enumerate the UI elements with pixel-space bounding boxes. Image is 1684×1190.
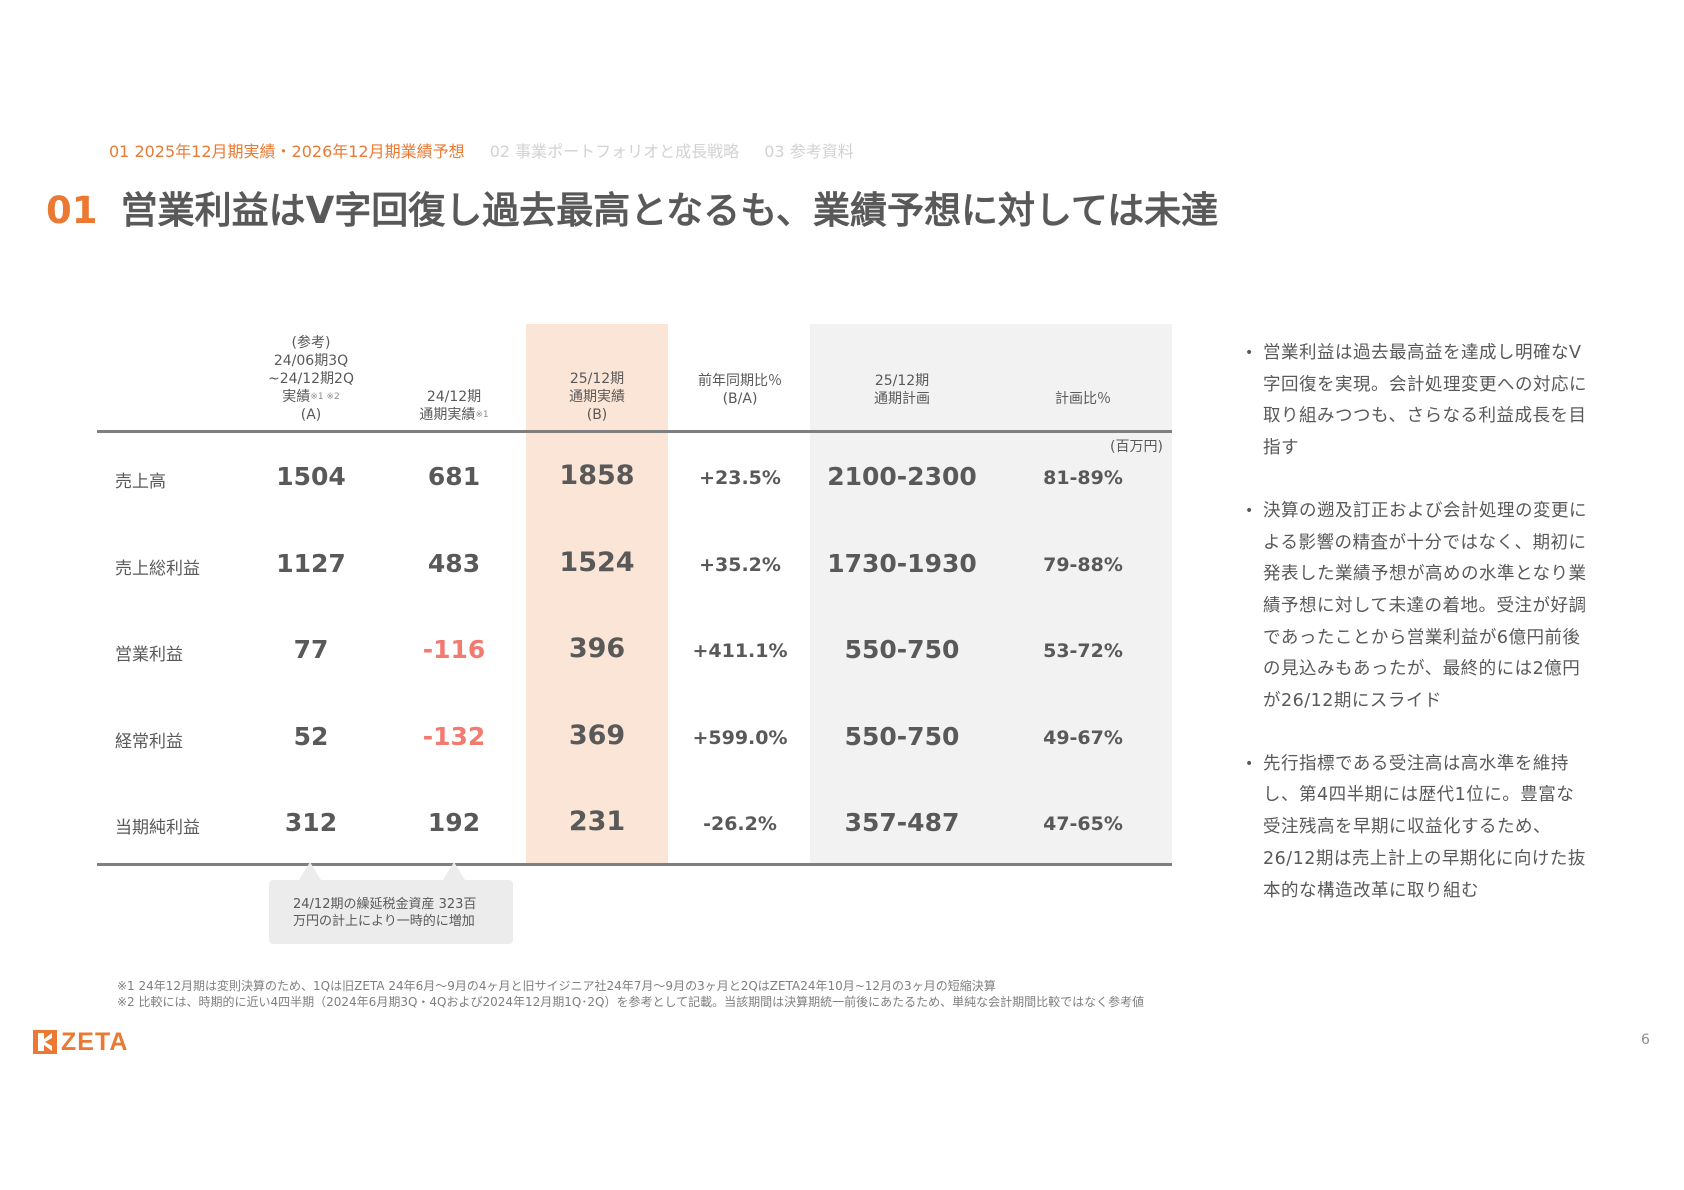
callout-pointer [299,862,321,880]
header-line: (参考) [291,335,331,351]
table-cell-e: 1730-1930 [827,548,977,578]
header-reference-period: (参考) 24/06期3Q ~24/12期2Q 実績※1 ※2 (A) [231,330,391,424]
table-bottom-rule [97,863,1172,866]
header-line: ~24/12期2Q [267,371,354,387]
table-cell-b: 483 [427,548,481,578]
bullet-item: 営業利益は過去最高益を達成し明確なV字回復を実現。会計処理変更への対応に取り組み… [1245,338,1590,465]
header-line: (B) [586,407,608,423]
page-title: 01 営業利益はV字回復し過去最高となるも、業績予想に対しては未達 [46,180,1218,234]
header-line: 24/06期3Q [273,353,349,369]
table-cell-e: 357-487 [844,808,960,837]
breadcrumb-section-3: 03 参考資料 [764,142,854,161]
table-cell-c: 396 [568,633,626,664]
header-line: 計画比％ [1055,391,1111,407]
header-fy-plan: 25/12期 通期計画 [822,330,982,408]
row-label: 売上総利益 [115,558,200,579]
breadcrumb-active-section: 01 2025年12月期実績・2026年12月期業績予想 [109,142,465,161]
title-text: 営業利益はV字回復し過去最高となるも、業績予想に対しては未達 [120,189,1219,232]
table-cell-f: 47-65% [1043,813,1123,835]
row-label: 売上高 [115,472,166,492]
page-number: 6 [1641,1032,1650,1048]
table-cell-f: 53-72% [1043,640,1123,662]
bullet-item: 先行指標である受注高は高水準を維持し、第4四半期には歴代1位に。豊富な受注残高を… [1245,749,1590,908]
header-line: (B/A) [722,391,758,407]
header-line: 25/12期 [569,371,625,387]
row-label: 当期純利益 [115,818,200,838]
table-cell-a: 1504 [276,462,346,491]
table-cell-d: +411.1% [692,640,788,662]
table-header-rule [97,430,1172,433]
table-cell-d: +599.0% [692,726,788,749]
table-cell-e: 550-750 [844,635,960,664]
table-cell-b: 681 [427,462,481,491]
table-cell-c: 369 [568,719,626,751]
table-cell-c: 231 [568,806,626,837]
callout-line: 24/12期の繰延税金資産 323百 [293,897,477,912]
footnote-marker: ※1 ※2 [310,392,340,402]
callout-pointer [443,862,465,880]
table-cell-c: 1524 [559,546,635,578]
table-cell-c: 1858 [559,460,635,491]
footnotes: ※1 24年12月期は変則決算のため、1Qは旧ZETA 24年6月〜9月の4ヶ月… [117,978,1144,1010]
header-line: 24/12期 [426,389,482,405]
header-line: 実績※1 ※2 [231,388,391,406]
breadcrumb-section-2: 02 事業ポートフォリオと成長戦略 [489,142,740,161]
table-cell-a: 77 [293,635,329,664]
table-cell-e: 2100-2300 [827,462,977,491]
row-label: 経常利益 [115,731,183,752]
header-text: 実績 [282,389,311,405]
table-cell-a: 1127 [276,548,346,578]
table-cell-f: 81-89% [1043,467,1123,489]
header-line: 通期実績 [569,389,625,405]
header-current-fy-actual: 25/12期 通期実績 (B) [517,330,677,424]
header-line: 通期計画 [874,391,930,407]
callout-line: 万円の計上により一時的に増加 [293,914,475,929]
footnote-1: ※1 24年12月期は変則決算のため、1Qは旧ZETA 24年6月〜9月の4ヶ月… [117,979,996,993]
header-yoy: 前年同期比％ (B/A) [660,330,820,408]
actual-column-highlight [526,324,668,864]
table-cell-b: -116 [422,635,486,664]
logo-text: ZETA [61,1027,129,1056]
table-cell-d: -26.2% [703,813,777,835]
table-cell-d: +23.5% [699,467,781,489]
table-cell-d: +35.2% [699,553,781,576]
plan-columns-background [810,324,1172,864]
header-line: 25/12期 [874,373,930,389]
table-cell-e: 550-750 [844,721,960,751]
footnote-marker: ※1 [475,410,489,420]
header-plan-ratio: 計画比％ [1003,330,1163,408]
table-cell-f: 79-88% [1043,553,1123,576]
header-text: 通期実績 [419,407,476,423]
bullet-item: 決算の遡及訂正および会計処理の変更による影響の精査が十分ではなく、期初に発表した… [1245,496,1590,718]
table-cell-a: 312 [284,808,338,837]
footnote-2: ※2 比較には、時期的に近い4四半期（2024年6月期3Q・4Qおよび2024年… [117,995,1145,1009]
table-cell-b: 192 [427,808,481,837]
tax-asset-callout: 24/12期の繰延税金資産 323百 万円の計上により一時的に増加 [269,880,513,944]
company-logo: ZETA [33,1027,129,1056]
zeta-logo-mark-icon [33,1030,57,1054]
breadcrumb: 01 2025年12月期実績・2026年12月期業績予想 02 事業ポートフォリ… [109,138,874,162]
header-line: 前年同期比％ [698,373,782,389]
commentary: 営業利益は過去最高益を達成し明確なV字回復を実現。会計処理変更への対応に取り組み… [1245,338,1590,938]
header-line: 通期実績※1 [374,406,534,424]
section-number: 01 [46,189,98,232]
header-prior-fy: 24/12期 通期実績※1 [374,330,534,424]
table-cell-f: 49-67% [1043,726,1123,749]
table-cell-b: -132 [422,721,486,751]
header-line: (A) [300,407,322,423]
unit-label: (百万円) [1110,439,1163,455]
table-cell-a: 52 [293,721,329,751]
row-label: 営業利益 [115,645,183,665]
